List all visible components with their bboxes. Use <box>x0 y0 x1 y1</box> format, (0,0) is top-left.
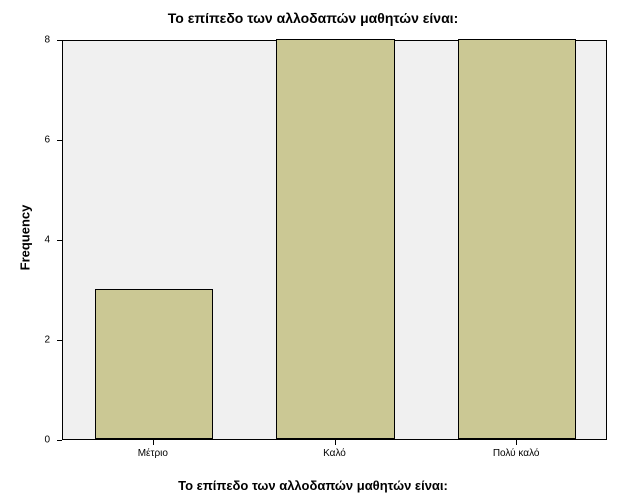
x-tick-label: Καλό <box>323 448 346 459</box>
chart-container: Το επίπεδο των αλλοδαπών μαθητών είναι: … <box>0 0 626 501</box>
bar <box>458 39 576 439</box>
y-tick-label: 0 <box>0 435 50 446</box>
x-axis-label: Το επίπεδο των αλλοδαπών μαθητών είναι: <box>0 478 626 493</box>
y-tick-mark <box>57 340 62 341</box>
chart-title: Το επίπεδο των αλλοδαπών μαθητών είναι: <box>0 10 626 26</box>
y-tick-mark <box>57 40 62 41</box>
y-tick-label: 8 <box>0 35 50 46</box>
y-tick-mark <box>57 140 62 141</box>
plot-area <box>62 40 607 440</box>
bar <box>276 39 394 439</box>
y-tick-label: 2 <box>0 335 50 346</box>
x-tick-label: Μέτριο <box>138 448 168 459</box>
x-tick-mark <box>335 440 336 445</box>
y-tick-label: 6 <box>0 135 50 146</box>
y-tick-mark <box>57 240 62 241</box>
x-tick-mark <box>516 440 517 445</box>
bar <box>95 289 213 439</box>
x-tick-label: Πολύ καλό <box>493 448 540 459</box>
x-tick-mark <box>153 440 154 445</box>
y-axis-label: Frequency <box>18 188 33 288</box>
y-tick-mark <box>57 440 62 441</box>
